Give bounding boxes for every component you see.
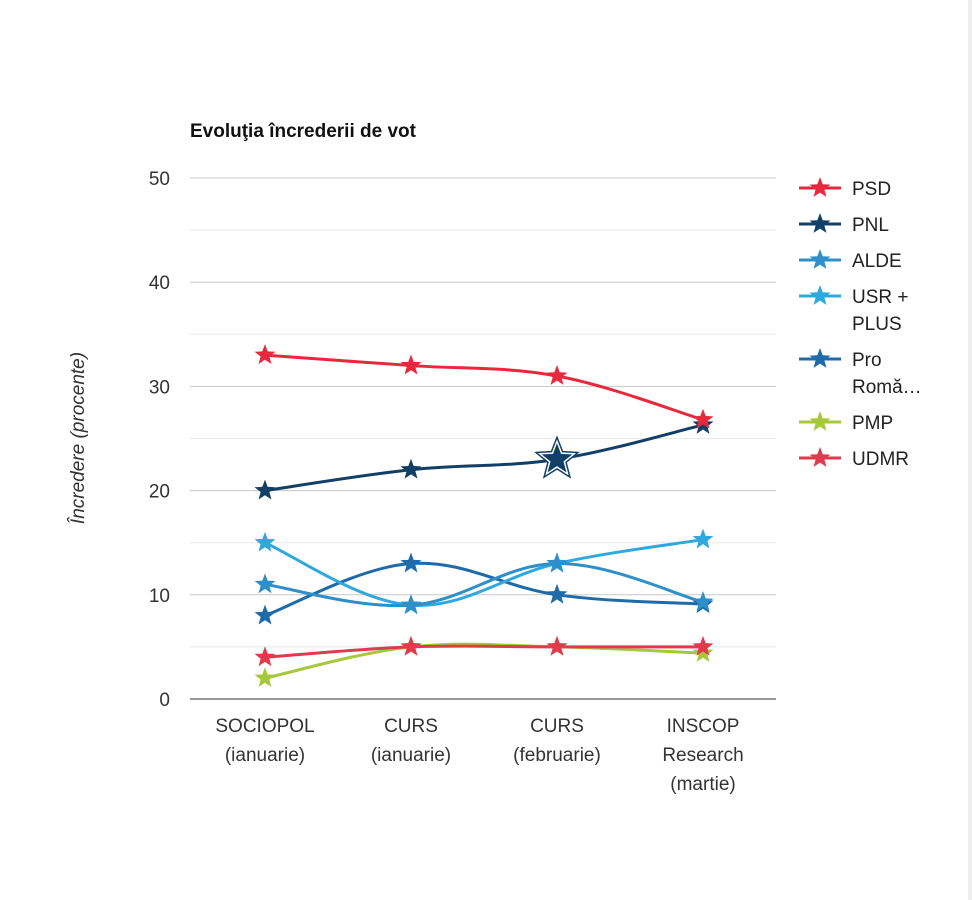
series-line	[264, 423, 704, 493]
data-point-star[interactable]	[400, 354, 422, 375]
legend-star-icon	[809, 177, 831, 197]
x-tick-label: CURS (ianuarie)	[371, 716, 451, 766]
series-line	[264, 538, 704, 607]
data-point-star[interactable]	[692, 408, 714, 429]
series-line	[264, 644, 703, 659]
legend-label: Pro Romă…	[852, 350, 922, 398]
data-point-star[interactable]	[546, 583, 568, 604]
series-line	[264, 353, 704, 422]
x-tick-label: SOCIOPOL (ianuarie)	[215, 716, 314, 766]
series-line	[264, 561, 704, 618]
highlighted-point-star[interactable]	[536, 437, 578, 478]
series-markers[interactable]	[254, 344, 714, 688]
x-tick-label: CURS (februarie)	[513, 716, 601, 766]
legend-star-icon	[809, 213, 831, 233]
data-point-star[interactable]	[254, 646, 276, 667]
y-axis-label: Încredere (procente)	[67, 352, 89, 524]
series-lines	[264, 353, 704, 680]
data-point-star[interactable]	[254, 479, 276, 500]
legend-item[interactable]: PSD	[799, 177, 891, 200]
data-point-star[interactable]	[692, 591, 714, 611]
legend-item[interactable]: Pro Romă…	[799, 348, 922, 398]
y-tick-label: 0	[159, 690, 170, 711]
data-point-star[interactable]	[254, 604, 276, 625]
gridlines	[190, 177, 776, 700]
legend-label: PMP	[852, 413, 893, 434]
y-tick-label: 40	[149, 273, 170, 294]
x-axis-ticks: SOCIOPOL (ianuarie) CURS (ianuarie) CURS (feb…	[215, 716, 743, 795]
data-point-star[interactable]	[400, 594, 422, 615]
legend-label: USR + PLUS	[852, 287, 909, 335]
series-line	[264, 562, 704, 608]
y-tick-label: 10	[149, 586, 170, 607]
legend-item[interactable]: PMP	[799, 411, 893, 434]
y-axis-ticks: 0 10 20 30 40 50	[149, 169, 170, 711]
legend-star-icon	[809, 348, 831, 368]
data-point-star[interactable]	[692, 642, 714, 663]
legend-label: PSD	[852, 179, 891, 200]
legend-item[interactable]: UDMR	[799, 447, 909, 470]
legend-star-icon	[809, 447, 831, 467]
right-edge-border	[968, 0, 972, 900]
data-point-star[interactable]	[254, 573, 276, 594]
legend-label: PNL	[852, 215, 889, 236]
legend-label: UDMR	[852, 449, 909, 470]
legend-star-icon	[809, 411, 831, 431]
legend-item[interactable]: ALDE	[799, 249, 902, 272]
data-point-star[interactable]	[400, 635, 422, 656]
legend-item[interactable]: USR + PLUS	[799, 285, 909, 335]
y-tick-label: 30	[149, 377, 170, 398]
legend-label: ALDE	[852, 251, 902, 272]
legend[interactable]: PSD PNL ALDE USR + PLUS Pro Romă… PMP UDMR	[799, 177, 922, 470]
highlighted-point-ring	[534, 435, 580, 479]
data-point-star[interactable]	[546, 364, 568, 385]
chart-title: Evoluţia încrederii de vot	[190, 121, 417, 142]
series-line	[264, 642, 704, 680]
legend-star-icon	[809, 285, 831, 305]
data-point-star[interactable]	[400, 458, 422, 479]
data-point-star[interactable]	[692, 635, 714, 656]
y-tick-label: 50	[149, 169, 170, 190]
data-point-star[interactable]	[254, 667, 276, 688]
data-point-star[interactable]	[254, 531, 276, 552]
data-point-star[interactable]	[692, 528, 714, 549]
data-point-star[interactable]	[254, 344, 276, 365]
legend-star-icon	[809, 249, 831, 269]
data-point-star[interactable]	[546, 635, 568, 656]
legend-item[interactable]: PNL	[799, 213, 889, 236]
data-point-star[interactable]	[546, 552, 568, 573]
x-tick-label: INSCOP Research (martie)	[662, 716, 743, 795]
data-point-star[interactable]	[400, 552, 422, 573]
y-tick-label: 20	[149, 482, 170, 503]
